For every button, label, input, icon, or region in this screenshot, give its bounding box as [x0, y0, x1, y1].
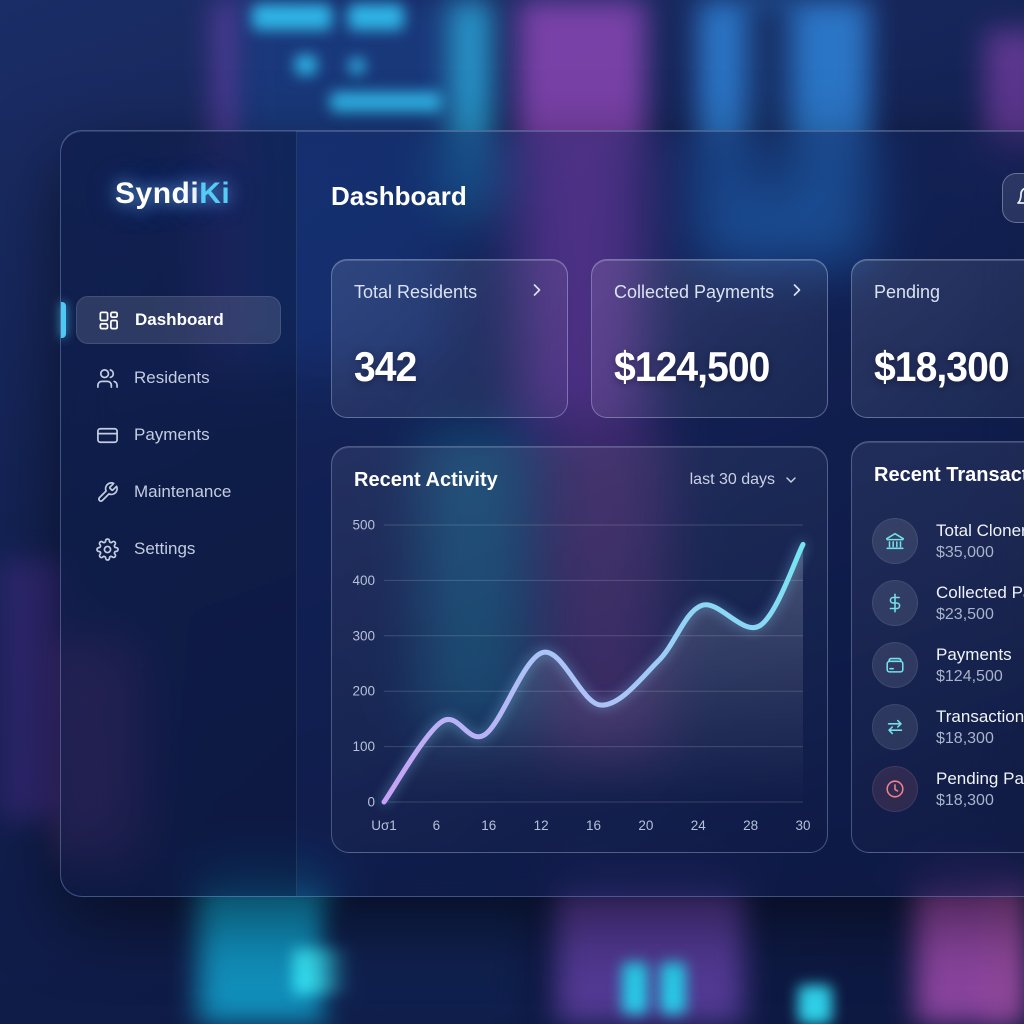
- brand-logo: SyndiKi: [115, 177, 230, 211]
- transaction-row[interactable]: Transaction $18,300: [852, 696, 1024, 758]
- svg-text:30: 30: [795, 818, 810, 833]
- transactions-list: Total Cloner $35,000 Collected Payments …: [852, 510, 1024, 820]
- transfer-arrows-icon: [872, 704, 918, 750]
- stat-card-collected-payments[interactable]: Collected Payments $124,500: [591, 259, 828, 418]
- transaction-row[interactable]: Collected Payments $23,500: [852, 572, 1024, 634]
- brand-primary: Syndi: [115, 177, 200, 210]
- stat-label: Pending: [874, 282, 941, 302]
- notifications-button[interactable]: [1002, 173, 1024, 223]
- transaction-amount: $18,300: [936, 791, 994, 809]
- sidebar-item-label: Residents: [134, 368, 210, 387]
- pending-clock-icon: [872, 766, 918, 812]
- stat-value: $124,500: [614, 343, 770, 390]
- transaction-row[interactable]: Pending Payments $18,300: [852, 758, 1024, 820]
- active-nav-indicator: [61, 302, 66, 338]
- svg-text:20: 20: [638, 818, 653, 833]
- recent-transactions-card: Recent Transactions Total Cloner $35,000: [851, 441, 1024, 853]
- transaction-amount: $23,500: [936, 605, 994, 623]
- svg-text:Uσ1: Uσ1: [371, 818, 397, 833]
- activity-chart: 0 100 200 300 400 500 Uσ1 6 16 12 16 20 24 28 30: [342, 509, 817, 842]
- svg-text:300: 300: [352, 628, 375, 643]
- stat-card-pending[interactable]: Pending $18,300: [851, 259, 1024, 418]
- line-chart-svg: 0 100 200 300 400 500 Uσ1 6 16 12 16 20 24 28 30: [352, 518, 810, 834]
- sidebar-item-label: Settings: [134, 539, 196, 558]
- sidebar-item-label: Payments: [134, 425, 210, 444]
- sidebar-item-dashboard[interactable]: Dashboard: [76, 296, 281, 344]
- sidebar-item-residents[interactable]: Residents: [76, 355, 281, 401]
- svg-text:0: 0: [367, 795, 375, 810]
- sidebar-item-label: Dashboard: [135, 310, 224, 329]
- bell-icon: [1017, 187, 1024, 204]
- sidebar-item-payments[interactable]: Payments: [76, 412, 281, 458]
- stat-label: Total Residents: [354, 282, 478, 302]
- svg-text:24: 24: [691, 818, 707, 833]
- sidebar-item-maintenance[interactable]: Maintenance: [76, 469, 281, 515]
- transaction-row[interactable]: Total Cloner $35,000: [852, 510, 1024, 572]
- page-title: Dashboard: [331, 181, 467, 211]
- date-range-dropdown[interactable]: last 30 days: [690, 471, 799, 489]
- activity-title: Recent Activity: [354, 469, 498, 491]
- stat-label: Collected Payments: [614, 282, 775, 302]
- main-panel: SyndiKi Dashboard Residents: [60, 130, 1024, 897]
- svg-text:28: 28: [743, 818, 758, 833]
- transaction-label: Total Cloner: [936, 520, 1024, 540]
- dollar-icon: [872, 580, 918, 626]
- transactions-title: Recent Transactions: [874, 464, 1024, 486]
- stat-value: 342: [354, 343, 417, 390]
- wrench-icon: [98, 481, 118, 502]
- chevron-right-icon[interactable]: [527, 280, 547, 305]
- residents-icon: [97, 368, 118, 388]
- recent-activity-card: Recent Activity last 30 days 0 100 200 300 4…: [331, 446, 828, 853]
- sidebar: SyndiKi Dashboard Residents: [61, 131, 297, 896]
- stat-value: $18,300: [874, 343, 1010, 390]
- svg-text:200: 200: [352, 684, 375, 699]
- sidebar-item-label: Maintenance: [134, 482, 232, 501]
- chevron-right-icon[interactable]: [787, 280, 807, 305]
- svg-text:500: 500: [352, 518, 375, 533]
- transaction-amount: $35,000: [936, 543, 994, 561]
- svg-text:12: 12: [534, 818, 549, 833]
- svg-text:16: 16: [586, 818, 601, 833]
- transaction-row[interactable]: Payments $124,500: [852, 634, 1024, 696]
- chevron-down-icon: [786, 477, 796, 483]
- svg-text:100: 100: [352, 739, 375, 754]
- sidebar-item-settings[interactable]: Settings: [76, 526, 281, 572]
- svg-text:6: 6: [433, 818, 441, 833]
- svg-text:16: 16: [481, 818, 496, 833]
- stat-card-total-residents[interactable]: Total Residents 342: [331, 259, 568, 418]
- bank-icon: [872, 518, 918, 564]
- sidebar-nav: Dashboard Residents Payments Mainten: [61, 296, 296, 583]
- svg-text:400: 400: [352, 573, 375, 588]
- transaction-amount: $18,300: [936, 729, 994, 747]
- transaction-amount: $124,500: [936, 667, 1003, 685]
- transaction-label: Payments: [936, 644, 1012, 664]
- wallet-icon: [872, 642, 918, 688]
- gear-icon: [96, 537, 119, 561]
- brand-accent: Ki: [199, 177, 231, 210]
- payments-card-icon: [97, 427, 118, 443]
- transaction-label: Pending Payments: [936, 768, 1024, 788]
- date-range-label: last 30 days: [689, 471, 775, 488]
- transaction-label: Transaction: [936, 706, 1024, 726]
- transaction-label: Collected Payments: [936, 582, 1024, 602]
- dashboard-grid-icon: [99, 310, 118, 330]
